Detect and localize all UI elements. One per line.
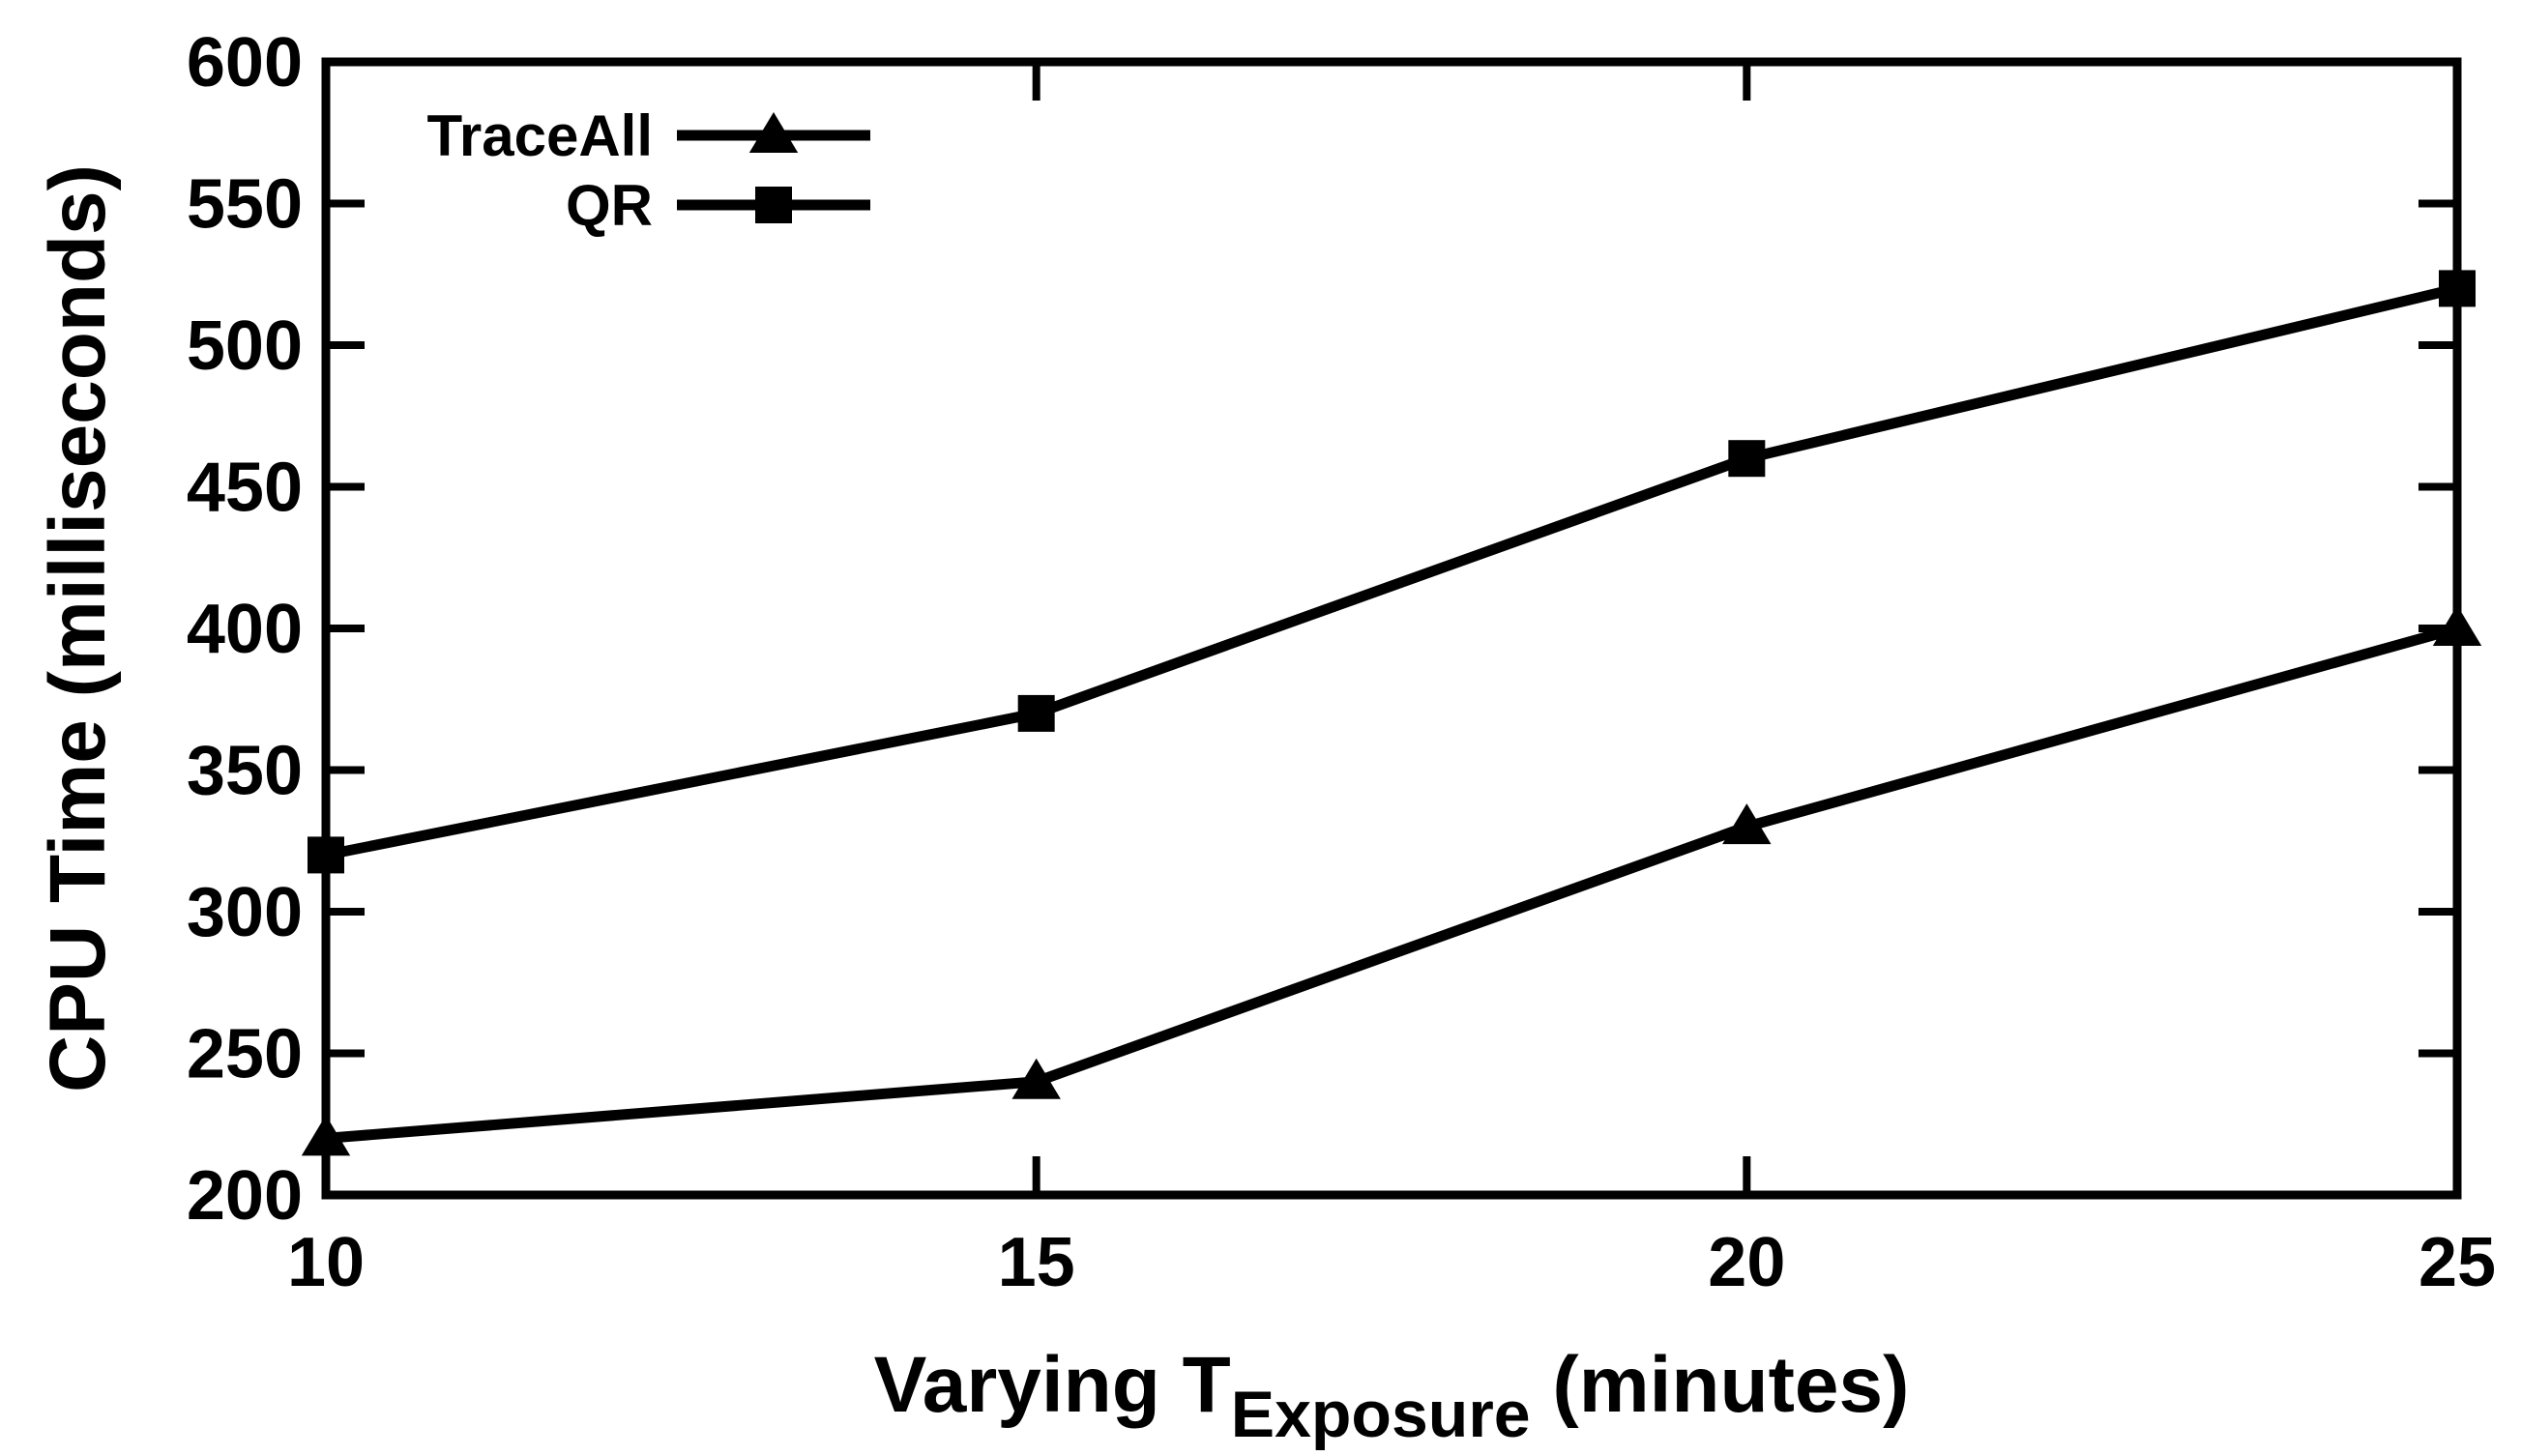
data-point-traceall-x20 [1722,803,1772,845]
y-axis-title: CPU Time (milliseconds) [34,164,122,1092]
data-point-traceall-x15 [1011,1058,1061,1099]
x-tick-label-10: 10 [287,1224,365,1301]
y-tick-label-300: 300 [187,874,303,951]
y-tick-label-450: 450 [187,450,303,527]
data-point-qr-x15 [1017,694,1055,732]
y-tick-label-550: 550 [187,166,303,244]
series-traceall [301,605,2482,1156]
plot-frame [321,57,2462,1200]
y-tick-label-250: 250 [187,1016,303,1093]
series-qr [308,270,2476,874]
x-axis-title-suffix: (minutes) [1531,1341,1910,1429]
x-tick-label-15: 15 [998,1224,1075,1301]
x-axis-title-subscript: Exposure [1231,1378,1531,1451]
x-axis-title: Varying TExposure (minutes) [874,1341,1910,1451]
series-line-qr [324,283,2459,860]
y-tick-label-350: 350 [187,733,303,810]
y-tick-label-500: 500 [187,307,303,385]
data-point-qr-x20 [1728,440,1766,478]
ticks-layer: 200 250 300 350 400 450 500 550 600 10 15 20 25 [187,24,2496,1301]
legend-marker-qr [755,187,792,223]
series-line-traceall [325,623,2459,1144]
x-axis-title-main: Varying T [874,1341,1231,1429]
x-tick-label-20: 20 [1708,1224,1785,1301]
legend-label-traceall: TraceAll [427,103,653,168]
y-tick-label-200: 200 [187,1157,303,1235]
x-tick-label-25: 25 [2418,1224,2496,1301]
y-tick-label-600: 600 [187,24,303,102]
y-tick-label-400: 400 [187,591,303,668]
series-layer [301,270,2482,1156]
legend-marker-traceall [748,112,799,153]
legend-label-qr: QR [566,173,653,238]
